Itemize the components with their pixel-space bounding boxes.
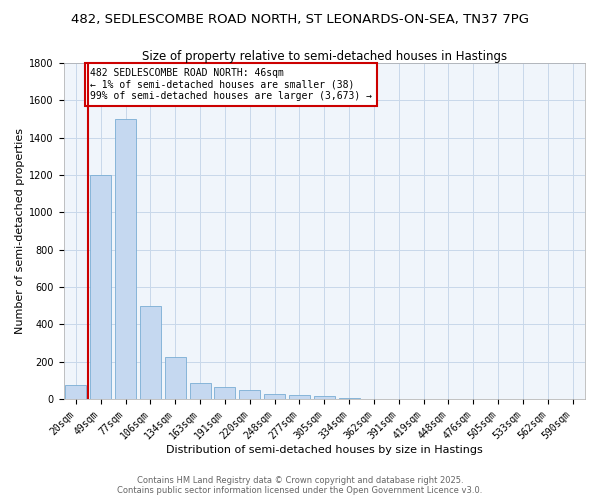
Text: Contains HM Land Registry data © Crown copyright and database right 2025.
Contai: Contains HM Land Registry data © Crown c… [118,476,482,495]
X-axis label: Distribution of semi-detached houses by size in Hastings: Distribution of semi-detached houses by … [166,445,482,455]
Text: 482, SEDLESCOMBE ROAD NORTH, ST LEONARDS-ON-SEA, TN37 7PG: 482, SEDLESCOMBE ROAD NORTH, ST LEONARDS… [71,12,529,26]
Text: 482 SEDLESCOMBE ROAD NORTH: 46sqm
← 1% of semi-detached houses are smaller (38)
: 482 SEDLESCOMBE ROAD NORTH: 46sqm ← 1% o… [91,68,373,101]
Bar [65,385,86,399]
Bar [338,398,359,399]
Bar [90,175,112,399]
Bar [190,383,211,399]
Bar [214,387,235,399]
Bar [289,396,310,399]
Bar [165,357,186,399]
Bar [239,390,260,399]
Bar [115,119,136,399]
Y-axis label: Number of semi-detached properties: Number of semi-detached properties [15,128,25,334]
Bar [264,394,285,399]
Bar [314,396,335,399]
Bar [140,306,161,399]
Title: Size of property relative to semi-detached houses in Hastings: Size of property relative to semi-detach… [142,50,507,63]
